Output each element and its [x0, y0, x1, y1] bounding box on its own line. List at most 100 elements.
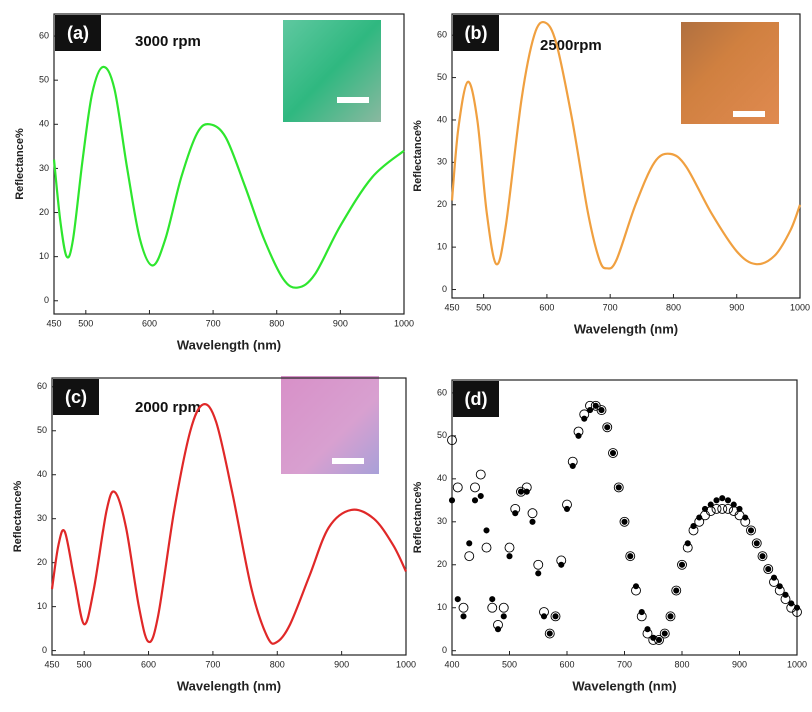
filled-marker [506, 553, 513, 560]
panel-tag-box [53, 379, 99, 415]
annotation: 2500rpm [540, 37, 602, 54]
open-marker [723, 503, 733, 514]
x-tick-label: 400 [444, 659, 459, 669]
filled-marker [724, 497, 732, 504]
open-marker [556, 555, 567, 566]
x-tick-label: 700 [205, 659, 220, 669]
x-tick-label: 700 [603, 302, 618, 312]
x-tick-label: 900 [729, 302, 744, 312]
filled-marker [667, 613, 674, 620]
open-marker [585, 400, 595, 411]
filled-marker [621, 518, 628, 525]
open-marker [700, 510, 710, 521]
open-marker [682, 542, 693, 553]
filled-marker [627, 553, 634, 560]
panel: 0 10 20 30 40 50 60 450 500 600 700 800 900 1000 Wavel… [12, 377, 416, 693]
y-tick-label: 40 [39, 119, 49, 129]
x-tick-label: 600 [142, 318, 157, 328]
y-tick-label: 40 [437, 473, 447, 483]
x-tick-label: 800 [269, 318, 284, 328]
filled-marker [673, 587, 680, 594]
y-tick-label: 0 [42, 645, 47, 655]
filled-marker [454, 596, 461, 603]
filled-marker [765, 566, 772, 573]
filled-marker [759, 553, 766, 560]
panel-tag-box [453, 15, 499, 51]
x-tick-label: 450 [44, 659, 59, 669]
panel: 0 10 20 30 40 50 60 450 500 600 700 800 900 1000 Wavel… [412, 13, 810, 336]
open-marker [711, 503, 722, 514]
filled-marker [730, 501, 737, 508]
open-marker [751, 538, 762, 549]
annotation: 3000 rpm [135, 33, 201, 50]
x-tick-label: 900 [333, 318, 348, 328]
open-marker [769, 577, 779, 587]
open-marker [452, 482, 463, 493]
x-tick-label: 900 [732, 659, 747, 669]
open-marker [625, 551, 636, 562]
open-marker [734, 510, 745, 521]
panel: 0 10 20 30 40 50 60 400 500 600 700 800 900 1000 Wavel… [412, 379, 807, 693]
y-tick-label: 30 [437, 157, 447, 167]
y-tick-label: 60 [37, 381, 47, 391]
x-tick-label: 600 [539, 302, 554, 312]
x-tick-label: 1000 [394, 318, 414, 328]
open-marker [458, 602, 469, 613]
open-marker [493, 619, 503, 630]
open-marker [562, 499, 572, 510]
curve [450, 20, 802, 270]
x-tick-label: 900 [334, 659, 349, 669]
y-tick-label: 0 [44, 295, 49, 305]
y-axis-label: Reflectance% [14, 128, 26, 200]
filled-marker [466, 540, 473, 547]
y-axis-label: Reflectance% [412, 482, 424, 554]
x-tick-label: 600 [559, 659, 574, 669]
x-axis-label: Wavelength (nm) [574, 321, 678, 336]
y-tick-label: 60 [437, 30, 447, 40]
panel-tag-box [453, 381, 499, 417]
filled-marker [517, 488, 525, 495]
x-tick-label: 700 [617, 659, 632, 669]
open-marker [792, 607, 802, 617]
y-tick-label: 40 [437, 114, 447, 124]
open-marker [544, 628, 555, 639]
filled-marker [747, 527, 755, 534]
y-tick-label: 20 [437, 559, 447, 569]
curve [52, 65, 405, 289]
open-marker [665, 611, 676, 622]
open-marker [539, 607, 549, 617]
open-marker [728, 506, 739, 517]
y-tick-label: 0 [442, 284, 447, 294]
x-tick-label: 450 [46, 318, 61, 328]
panel-tag: (c) [65, 387, 87, 407]
open-marker [602, 422, 613, 433]
plot-frame [51, 377, 407, 656]
filled-marker [489, 596, 496, 603]
y-tick-label: 50 [37, 425, 47, 435]
open-marker [636, 611, 647, 622]
y-tick-label: 0 [442, 645, 447, 655]
y-tick-label: 30 [437, 516, 447, 526]
open-marker [613, 482, 624, 493]
y-tick-label: 50 [437, 430, 447, 440]
open-marker [740, 516, 751, 527]
x-tick-label: 500 [502, 659, 517, 669]
annotation: 2000 rpm [135, 399, 201, 416]
open-marker [447, 435, 457, 446]
y-tick-label: 60 [39, 30, 49, 40]
inset-image [283, 20, 381, 122]
filled-marker [477, 492, 484, 500]
x-tick-label: 1000 [396, 659, 416, 669]
open-marker [464, 551, 475, 562]
open-marker [654, 635, 664, 645]
filled-marker [552, 613, 559, 620]
open-marker [648, 635, 659, 645]
open-marker [527, 508, 538, 519]
open-marker [671, 585, 682, 596]
filled-marker [713, 497, 720, 504]
open-marker [579, 409, 590, 420]
open-marker [533, 559, 544, 570]
x-tick-label: 500 [77, 659, 92, 669]
filled-marker [483, 527, 490, 534]
